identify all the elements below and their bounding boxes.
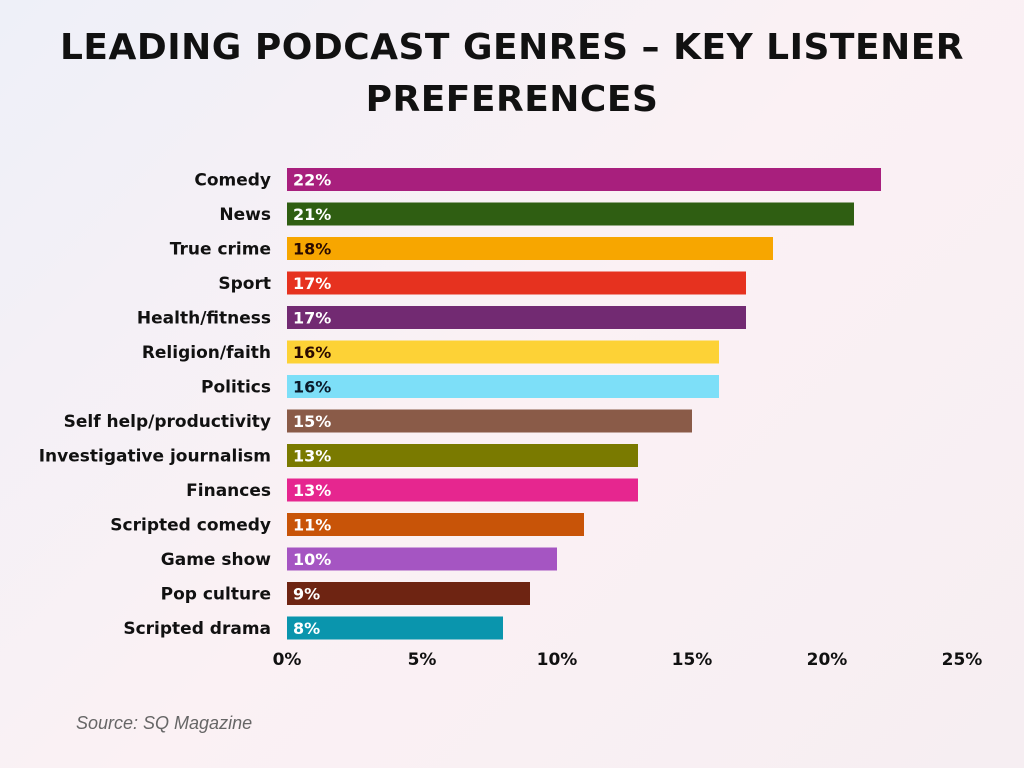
category-label: Investigative journalism [39, 447, 271, 467]
category-label: Sport [218, 274, 271, 294]
category-label: Health/fitness [137, 309, 271, 329]
data-label: 17% [293, 309, 331, 328]
data-label: 22% [293, 171, 331, 190]
category-label: Pop culture [161, 585, 271, 605]
category-label: Game show [161, 550, 271, 570]
bar [287, 582, 530, 605]
data-label: 16% [293, 378, 331, 397]
x-tick-label: 15% [672, 650, 713, 670]
bar [287, 237, 773, 260]
category-label: Self help/productivity [64, 412, 271, 432]
category-label: Scripted comedy [110, 516, 271, 536]
x-tick-label: 0% [273, 650, 302, 670]
category-label: Politics [201, 378, 271, 398]
bar [287, 168, 881, 191]
bar [287, 340, 719, 364]
bar [287, 202, 854, 226]
category-label: Finances [186, 481, 271, 501]
data-label: 18% [293, 240, 331, 259]
bar [287, 513, 584, 536]
bar [287, 616, 503, 640]
data-label: 9% [293, 585, 320, 604]
category-label: Scripted drama [123, 619, 271, 639]
bar-chart: Comedy 22% News 21% True crime 18% Sport 17% Hea… [39, 168, 983, 670]
x-tick-label: 20% [807, 650, 848, 670]
data-label: 17% [293, 274, 331, 293]
data-label: 10% [293, 550, 331, 569]
chart-title: LEADING PODCAST GENRES – KEY LISTENER PR… [59, 27, 965, 120]
bar [287, 478, 638, 502]
bar [287, 271, 746, 295]
data-label: 16% [293, 343, 331, 362]
bar [287, 409, 692, 433]
data-label: 13% [293, 447, 331, 466]
bar [287, 375, 719, 398]
category-label: Religion/faith [142, 343, 271, 363]
data-label: 8% [293, 619, 320, 638]
data-label: 15% [293, 412, 331, 431]
category-label: True crime [170, 240, 271, 260]
bar [287, 306, 746, 329]
category-label: Comedy [194, 171, 271, 191]
category-label: News [219, 205, 271, 225]
data-label: 21% [293, 205, 331, 224]
bar [287, 547, 557, 571]
x-tick-label: 5% [408, 650, 437, 670]
data-label: 13% [293, 481, 331, 500]
bar [287, 444, 638, 467]
data-label: 11% [293, 516, 331, 535]
x-tick-label: 25% [942, 650, 983, 670]
source-note: Source: SQ Magazine [76, 713, 253, 733]
x-tick-label: 10% [537, 650, 578, 670]
